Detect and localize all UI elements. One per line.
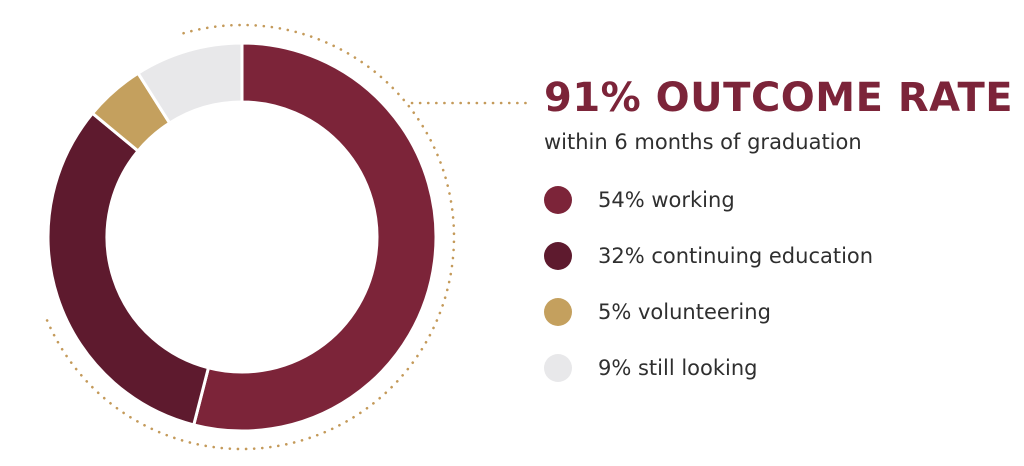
legend-label-continuing-education: 32% continuing education: [598, 244, 874, 268]
donut-slice-1: [192, 41, 438, 433]
donut-slice-4: [136, 41, 244, 125]
legend-item-continuing-education: 32% continuing education: [544, 242, 873, 270]
legend-label-working: 54% working: [598, 188, 735, 212]
legend-swatch-still-looking: [544, 354, 572, 382]
outcome-rate-headline: 91% OUTCOME RATE: [544, 75, 1014, 121]
legend-swatch-working: [544, 186, 572, 214]
donut-slices: [46, 41, 438, 433]
chart-legend: 54% working 32% continuing education 5% …: [544, 186, 873, 410]
legend-swatch-continuing-education: [544, 242, 572, 270]
legend-swatch-volunteering: [544, 298, 572, 326]
legend-item-working: 54% working: [544, 186, 873, 214]
legend-label-still-looking: 9% still looking: [598, 356, 758, 380]
outcome-subheading: within 6 months of graduation: [544, 130, 862, 154]
legend-item-volunteering: 5% volunteering: [544, 298, 873, 326]
dotted-outline-ring: [44, 23, 456, 451]
legend-item-still-looking: 9% still looking: [544, 354, 873, 382]
legend-label-volunteering: 5% volunteering: [598, 300, 771, 324]
donut-slice-2: [46, 111, 210, 427]
